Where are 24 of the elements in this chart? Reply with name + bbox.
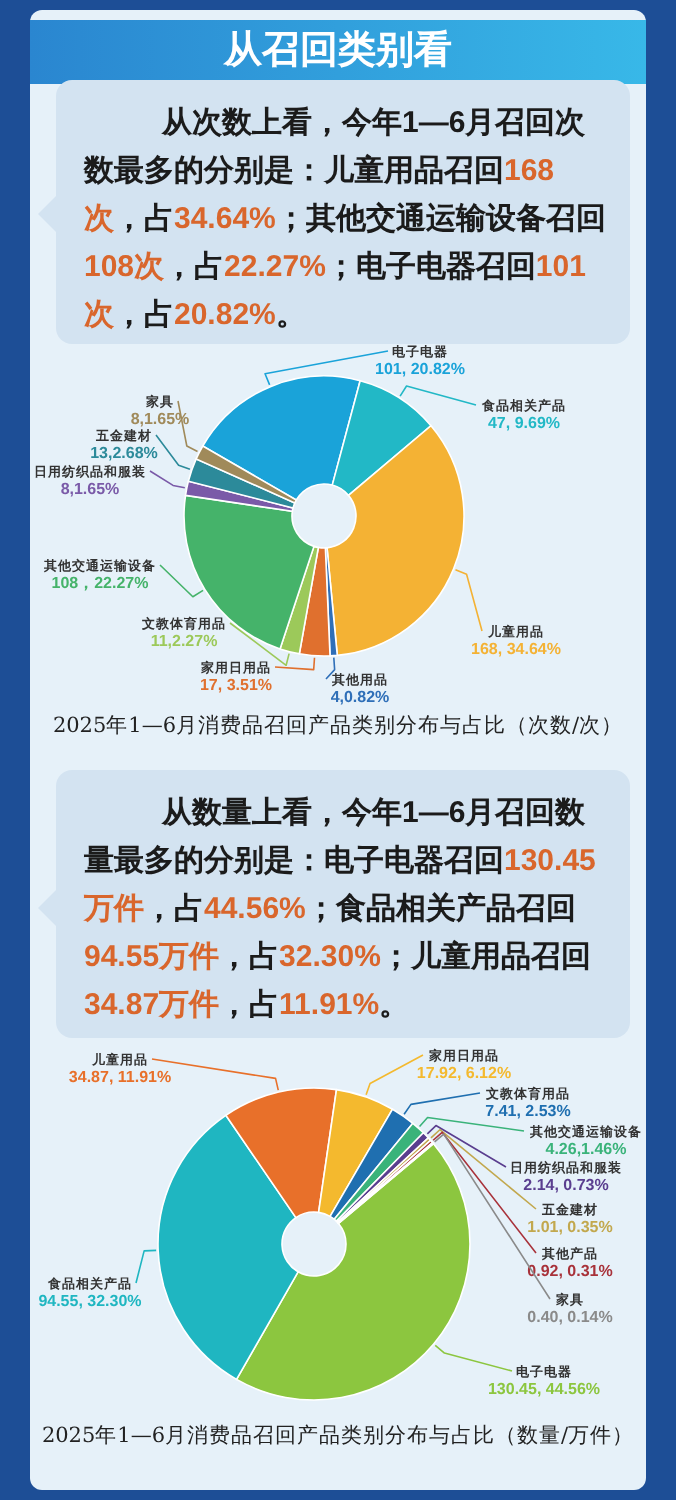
data-label: 0.92, 0.31%	[527, 1262, 613, 1280]
text: 从次数上看，今年1—6月召回次数最多的分别是：儿童用品召回168次，占34.64%；其他交通运输设备召回108次，占22.27%；电子电器召回101次，占20.82%。	[84, 106, 606, 332]
data-label: 1.01, 0.35%	[527, 1218, 613, 1236]
data-label: 13,2.68%	[90, 444, 158, 462]
data-label: 2.14, 0.73%	[523, 1176, 609, 1194]
data-label: 168, 34.64%	[471, 640, 561, 658]
data-label: 4.26,1.46%	[545, 1140, 627, 1158]
data-label: 11,2.27%	[150, 632, 218, 650]
data-label: 47, 9.69%	[487, 414, 561, 432]
data-label: 4,0.82%	[330, 688, 390, 706]
chart-title: 从召回类别看	[30, 20, 646, 84]
data-label: 7.41, 2.53%	[485, 1102, 571, 1120]
data-label: 108，22.27%	[51, 574, 149, 592]
data-label: 17.92, 6.12%	[416, 1064, 512, 1082]
data-label: 130.45, 44.56%	[487, 1380, 601, 1398]
data-label: 94.55, 32.30%	[38, 1292, 142, 1310]
data-label: 0.40, 0.14%	[527, 1308, 613, 1326]
text: 从数量上看，今年1—6月召回数量最多的分别是：电子电器召回130.45万件，占44.56%；食品相关产品召回94.55万件，占32.30%；儿童用品召回34.87万件，占11.91%。	[84, 796, 596, 1022]
data-label: 34.87, 11.91%	[68, 1068, 172, 1086]
data-label: 101, 20.82%	[375, 360, 465, 378]
data-label: 17, 3.51%	[199, 676, 273, 694]
text: 2025年1—6月消费品召回产品类别分布与占比（次数/次）	[50, 712, 626, 740]
data-label: 8,1.65%	[60, 480, 120, 498]
text: 2025年1—6月消费品召回产品类别分布与占比（数量/万件）	[39, 1422, 637, 1450]
